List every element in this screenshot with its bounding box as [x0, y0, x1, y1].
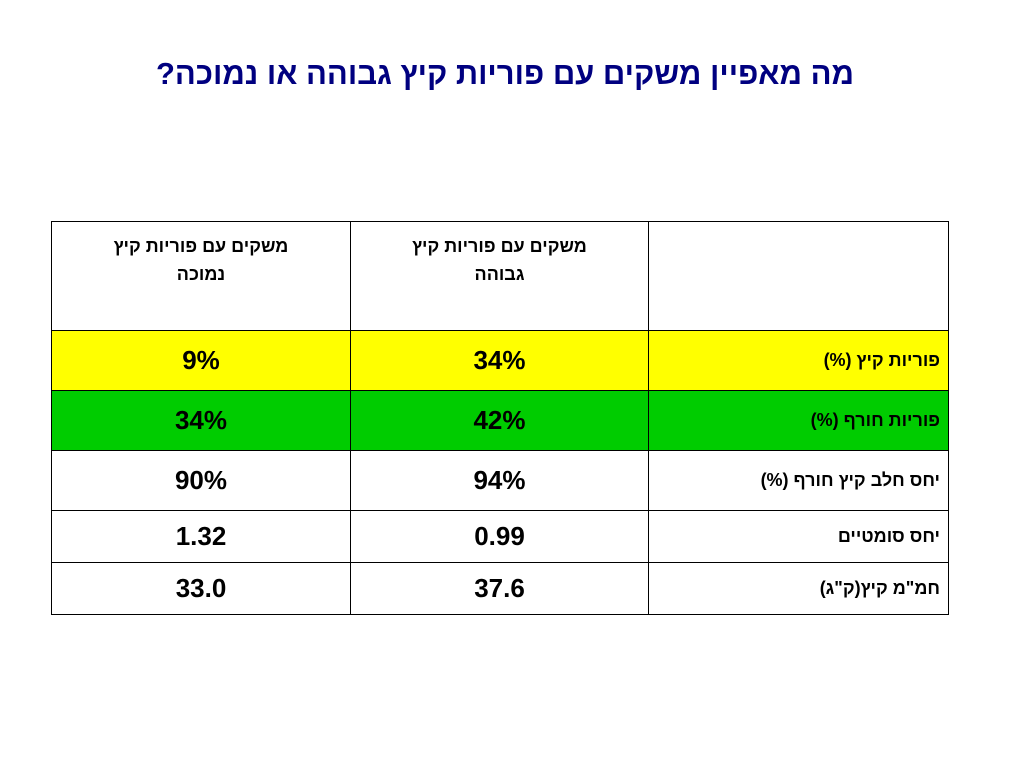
comparison-table: משקים עם פוריות קיץ נמוכה משקים עם פוריו…: [51, 221, 949, 615]
high-value-cell: 42%: [350, 390, 649, 451]
row-label-cell: יחס חלב קיץ חורף (%): [648, 450, 949, 511]
header-high-summer-fertility: משקים עם פוריות קיץ גבוהה: [350, 221, 649, 331]
table-row: 9% 34% פוריות קיץ (%): [51, 330, 949, 391]
high-value-cell: 0.99: [350, 510, 649, 563]
row-label-cell: חמ"מ קיץ(ק"ג): [648, 562, 949, 615]
slide-title: מה מאפיין משקים עם פוריות קיץ גבוהה או נ…: [155, 56, 855, 91]
header-label-empty: [648, 221, 949, 331]
high-value-cell: 37.6: [350, 562, 649, 615]
low-value-cell: 33.0: [51, 562, 351, 615]
low-value-cell: 1.32: [51, 510, 351, 563]
row-label-cell: פוריות חורף (%): [648, 390, 949, 451]
header-low-line2: נמוכה: [176, 264, 226, 284]
high-value-cell: 94%: [350, 450, 649, 511]
high-value-cell: 34%: [350, 330, 649, 391]
table-row: 33.0 37.6 חמ"מ קיץ(ק"ג): [51, 562, 949, 615]
low-value-cell: 9%: [51, 330, 351, 391]
row-label-cell: יחס סומטיים: [648, 510, 949, 563]
table-row: 90% 94% יחס חלב קיץ חורף (%): [51, 450, 949, 511]
header-high-line1: משקים עם פוריות קיץ: [412, 236, 587, 256]
header-low-line1: משקים עם פוריות קיץ: [113, 236, 289, 256]
table-row: 34% 42% פוריות חורף (%): [51, 390, 949, 451]
low-value-cell: 34%: [51, 390, 351, 451]
header-high-line2: גבוהה: [474, 264, 525, 284]
low-value-cell: 90%: [51, 450, 351, 511]
table-header-row: משקים עם פוריות קיץ נמוכה משקים עם פוריו…: [51, 221, 949, 331]
header-low-summer-fertility: משקים עם פוריות קיץ נמוכה: [51, 221, 351, 331]
row-label-cell: פוריות קיץ (%): [648, 330, 949, 391]
table-row: 1.32 0.99 יחס סומטיים: [51, 510, 949, 563]
